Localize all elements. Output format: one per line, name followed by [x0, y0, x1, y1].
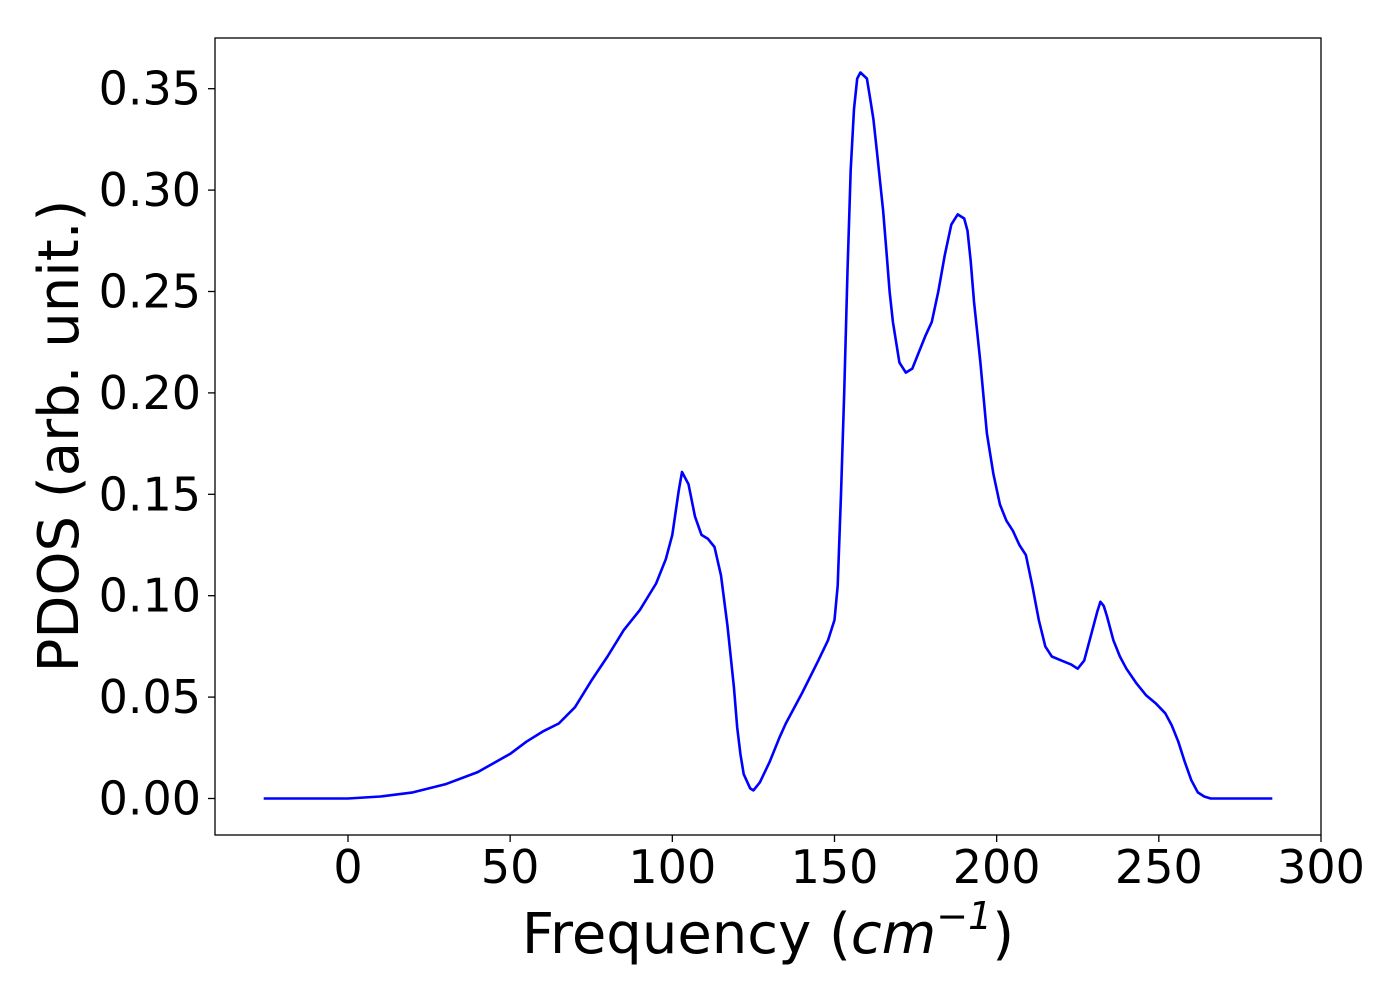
pdos-curve-0: [263, 71, 1273, 800]
x-tick-label: 0: [333, 840, 362, 894]
y-axis-ticks: 0.00 0.05 0.10 0.15 0.20 0.25 0.30 0.35: [99, 62, 215, 825]
y-tick-label: 0.30: [99, 163, 201, 217]
plot-area: [215, 38, 1321, 835]
y-tick-label: 0.05: [99, 670, 201, 724]
x-axis-label-main: Frequency (: [522, 902, 851, 967]
plot-frame: [214, 37, 1322, 836]
y-tick-label: 0.10: [99, 569, 201, 623]
y-tick-label: 0.20: [99, 366, 201, 420]
x-tick-label: 250: [1115, 840, 1203, 894]
y-tick-label: 0.00: [99, 771, 201, 825]
y-tick-label: 0.15: [99, 467, 201, 521]
x-tick-label: 50: [481, 840, 540, 894]
curve-layer: [263, 71, 1273, 800]
x-axis-label-close: ): [992, 902, 1014, 967]
x-tick-label: 200: [953, 840, 1041, 894]
y-tick-label: 0.35: [99, 62, 201, 116]
x-tick-label: 100: [628, 840, 716, 894]
x-tick-label: 300: [1277, 840, 1365, 894]
x-tick-label: 150: [791, 840, 879, 894]
x-axis-label-exponent: −1: [936, 894, 992, 938]
x-axis-label: Frequency (cm−1): [522, 894, 1014, 967]
x-axis-ticks: 0 50 100 150 200 250 300: [333, 835, 1365, 894]
y-axis-label: PDOS (arb. unit.): [27, 200, 92, 673]
y-tick-label: 0.25: [99, 264, 201, 318]
x-axis-label-unit: cm: [851, 902, 936, 967]
